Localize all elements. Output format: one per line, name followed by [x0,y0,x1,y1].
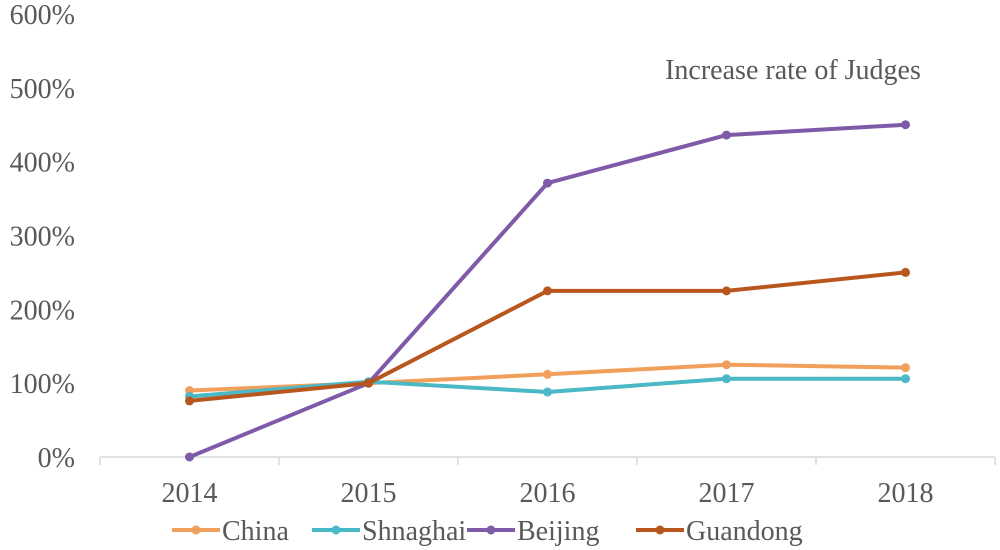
data-point [543,369,552,379]
legend-swatch-marker [486,525,496,535]
data-point [185,452,194,462]
legend-swatch-marker [191,525,201,535]
legend-label: Shnaghai [362,516,466,547]
data-point [901,363,910,373]
data-point [364,378,373,388]
legend-label: Beijing [517,516,599,547]
series-layer [185,120,910,462]
y-tick-label: 200% [10,295,75,326]
series-guandong [185,267,910,406]
data-point [543,178,552,188]
y-tick-label: 0% [38,443,75,474]
y-tick-label: 400% [10,148,75,179]
x-category-label: 2017 [699,478,755,509]
data-point [722,374,731,384]
legend-swatch-marker [655,525,665,535]
data-point [722,130,731,140]
legend-label: China [222,516,289,547]
data-point [722,286,731,296]
x-category-label: 2014 [162,478,218,509]
data-point [185,396,194,406]
data-point [722,360,731,370]
data-point [901,374,910,384]
y-tick-label: 100% [10,369,75,400]
x-category-label: 2016 [520,478,576,509]
legend-item-shnaghai: Shnaghai [312,516,466,547]
legend-item-beijing: Beijing [467,516,599,547]
x-category-label: 2015 [341,478,397,509]
legend-label: Guandong [686,516,803,547]
y-tick-label: 600% [10,0,75,31]
y-tick-label: 300% [10,222,75,253]
legend: China Shnaghai Beijing Guandong [172,516,803,547]
x-axis: 2014 2015 2016 2017 2018 [99,456,996,509]
legend-swatch-marker [331,525,341,535]
x-category-label: 2018 [878,478,934,509]
y-tick-label: 500% [10,74,75,105]
data-point [901,120,910,130]
legend-item-guandong: Guandong [636,516,803,547]
data-point [543,286,552,296]
legend-item-china: China [172,516,289,547]
data-point [543,387,552,397]
data-point [901,267,910,277]
y-axis: 0% 100% 200% 300% 400% 500% 600% [10,0,75,474]
chart-title: Increase rate of Judges [665,55,921,86]
